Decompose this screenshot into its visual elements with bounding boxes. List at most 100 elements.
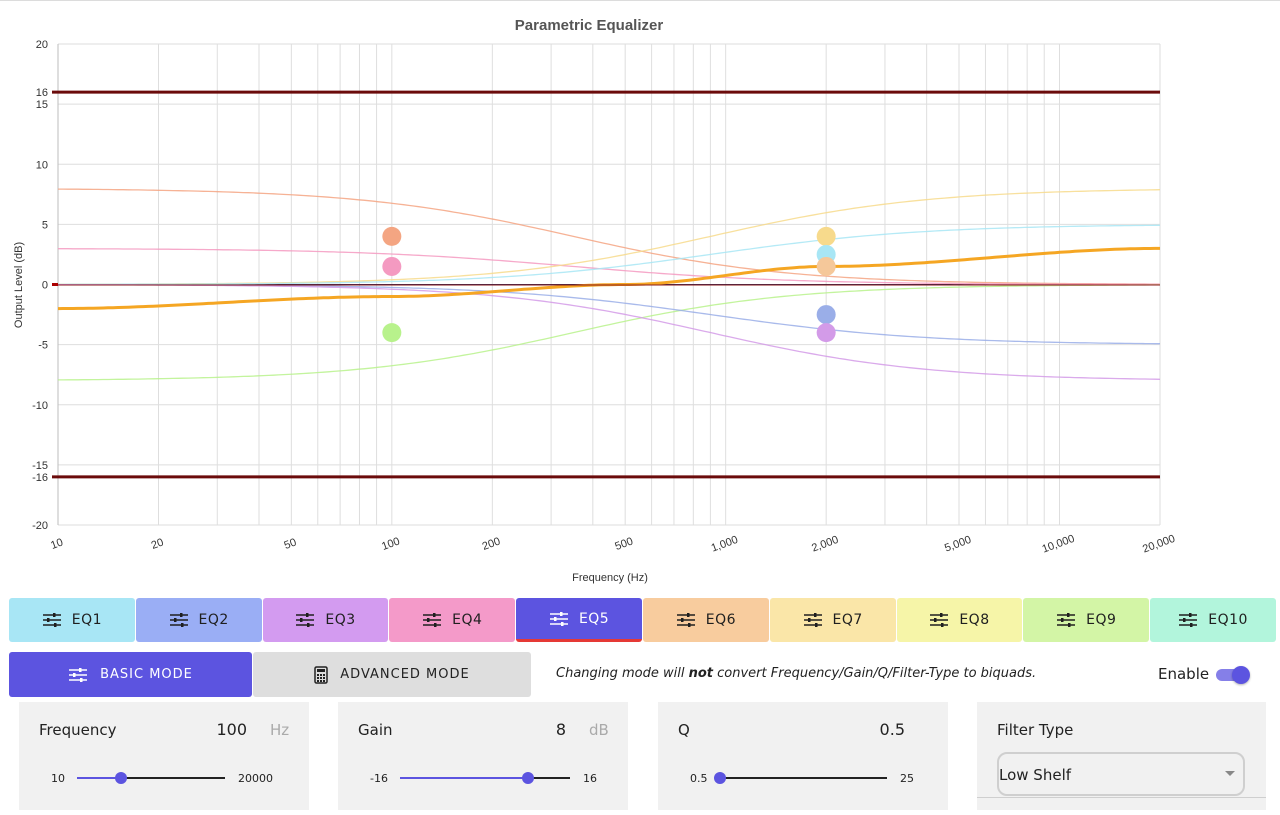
- tab-eq7[interactable]: EQ7: [769, 598, 896, 642]
- mode-note-prefix: Changing mode will: [556, 666, 689, 681]
- x-tick-label: 10,000: [1041, 533, 1077, 556]
- gain-label: Gain: [358, 721, 393, 739]
- y-tick-label: -15: [32, 460, 48, 472]
- tab-eq2[interactable]: EQ2: [135, 598, 262, 642]
- q-label: Q: [678, 721, 690, 739]
- series-line-5: [58, 224, 1160, 286]
- gain-value[interactable]: 8: [555, 720, 566, 739]
- tune-icon: [296, 613, 315, 627]
- x-tick-label: 2,000: [810, 534, 840, 555]
- slider-rail: [720, 777, 887, 779]
- enable-toggle[interactable]: [1216, 666, 1250, 684]
- y-tick-label: 20: [36, 39, 48, 51]
- band-handle-point: [816, 305, 836, 325]
- toggle-knob: [1232, 666, 1250, 684]
- x-tick-label: 10: [49, 536, 65, 551]
- slider-fill: [400, 777, 528, 779]
- tune-icon: [1057, 613, 1076, 627]
- q-min: 0.5: [690, 772, 708, 785]
- calculator-icon: [314, 665, 329, 684]
- filter-type-select[interactable]: Low Shelf: [997, 752, 1245, 796]
- tab-eq6[interactable]: EQ6: [642, 598, 769, 642]
- tab-eq-label: EQ9: [1086, 612, 1117, 628]
- y-tick-label: 15: [36, 99, 48, 111]
- x-tick-label: 20,000: [1141, 533, 1177, 556]
- frequency-value[interactable]: 100: [216, 720, 247, 739]
- x-axis-label: Frequency (Hz): [572, 572, 648, 584]
- tab-eq-label: EQ1: [71, 612, 103, 628]
- frequency-unit: Hz: [270, 721, 290, 739]
- frequency-panel: Frequency 100 Hz 10 20000: [19, 702, 309, 810]
- basic-mode-label: BASIC MODE: [100, 667, 193, 682]
- tab-eq10[interactable]: EQ10: [1150, 598, 1276, 642]
- q-max: 25: [900, 772, 914, 785]
- tab-eq-label: EQ6: [705, 612, 737, 628]
- filter-type-value: Low Shelf: [999, 766, 1072, 784]
- chart-title: Parametric Equalizer: [515, 17, 664, 34]
- eq-response-chart[interactable]: Parametric Equalizer 2016151050-5-10-15-…: [0, 0, 1280, 595]
- y-tick-label: -16: [32, 472, 48, 484]
- gain-min: -16: [370, 772, 388, 785]
- y-tick-label: -5: [38, 340, 48, 352]
- q-slider[interactable]: [714, 771, 887, 785]
- tune-icon: [69, 667, 88, 682]
- tab-eq-label: EQ10: [1208, 612, 1248, 628]
- advanced-mode-label: ADVANCED MODE: [340, 667, 470, 682]
- slider-rail: [77, 777, 225, 779]
- band-handle-point: [816, 226, 836, 246]
- gain-panel: Gain 8 dB -16 16: [338, 702, 628, 810]
- tab-eq-label: EQ3: [325, 612, 356, 628]
- mode-note-suffix: convert Frequency/Gain/Q/Filter-Type to …: [713, 666, 1037, 681]
- y-tick-label: -20: [32, 520, 48, 532]
- gain-max: 16: [583, 772, 597, 785]
- frequency-min: 10: [51, 772, 65, 785]
- series-line-3: [58, 284, 1160, 381]
- enable-label: Enable: [1158, 665, 1210, 683]
- series-line-4: [58, 189, 1161, 285]
- tab-eq8[interactable]: EQ8: [896, 598, 1023, 642]
- x-axis-ticks: 10 20 50 100 200 500 1,000 2,000 5,000 10,000 20,0…: [49, 533, 1177, 556]
- x-tick-label: 100: [380, 535, 401, 553]
- series-line-7: [58, 284, 1161, 380]
- tab-eq9[interactable]: EQ9: [1023, 598, 1150, 642]
- band-handle-point: [382, 256, 402, 276]
- tab-eq-label: EQ4: [452, 612, 483, 628]
- tab-eq4[interactable]: EQ4: [389, 598, 516, 642]
- series-line-1: [58, 188, 1160, 285]
- series-line-6: [58, 283, 1160, 345]
- band-handle-point: [816, 256, 836, 276]
- slider-thumb[interactable]: [714, 772, 726, 784]
- q-value[interactable]: 0.5: [879, 720, 905, 739]
- slider-thumb[interactable]: [521, 772, 534, 784]
- y-tick-label: 5: [42, 219, 48, 231]
- tune-icon: [1179, 613, 1198, 627]
- tune-icon: [803, 613, 822, 627]
- filter-type-label: Filter Type: [997, 721, 1074, 739]
- tab-eq-label: EQ8: [959, 612, 990, 628]
- y-tick-label: 10: [36, 159, 48, 171]
- y-tick-label: 0: [42, 280, 48, 292]
- slider-thumb[interactable]: [115, 772, 128, 784]
- chevron-down-icon: [1225, 771, 1235, 776]
- chart-limit-lines: [52, 90, 1160, 479]
- mode-note-emphasis: not: [688, 666, 714, 681]
- filter-type-panel: Filter Type Low Shelf: [977, 702, 1266, 810]
- tab-eq-label: EQ5: [578, 610, 610, 627]
- x-tick-label: 50: [283, 536, 299, 551]
- frequency-slider[interactable]: [77, 771, 225, 785]
- basic-mode-button[interactable]: BASIC MODE: [9, 652, 252, 697]
- tab-eq1[interactable]: EQ1: [9, 598, 135, 642]
- tab-eq-label: EQ2: [198, 612, 229, 628]
- select-underline: [977, 797, 1266, 798]
- band-handle-point: [816, 323, 836, 343]
- band-handle-point: [382, 323, 402, 343]
- x-tick-label: 1,000: [710, 534, 740, 555]
- mode-change-note: Changing mode will not convert Frequency…: [556, 666, 1036, 681]
- tab-eq5[interactable]: EQ5: [516, 598, 642, 642]
- tab-eq-label: EQ7: [832, 612, 863, 628]
- frequency-max: 20000: [238, 772, 273, 785]
- tab-eq3[interactable]: EQ3: [262, 598, 389, 642]
- advanced-mode-button[interactable]: ADVANCED MODE: [253, 652, 531, 697]
- gain-slider[interactable]: [400, 771, 570, 785]
- y-tick-label: -10: [32, 400, 48, 412]
